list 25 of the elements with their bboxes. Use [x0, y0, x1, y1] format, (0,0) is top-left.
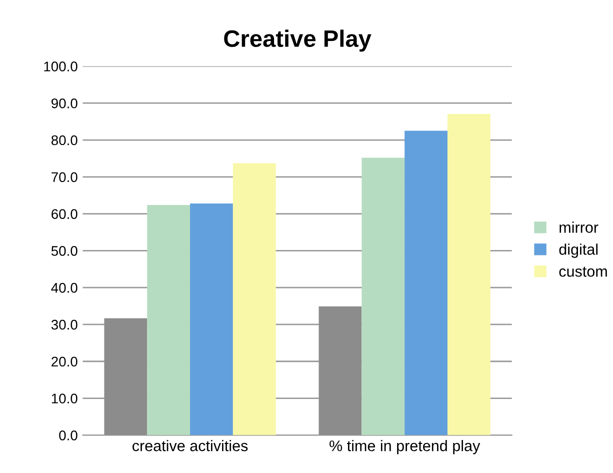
y-tick-label: 20.0: [52, 356, 78, 367]
bar: [362, 158, 405, 436]
bar: [104, 318, 148, 436]
x-tick-label: % time in pretend play: [330, 440, 480, 454]
bar: [404, 130, 448, 436]
legend-label: mirror: [560, 222, 598, 233]
legend-label: custom: [559, 266, 607, 277]
y-tick-label: 50.0: [51, 246, 78, 256]
y-tick-label: 40.0: [51, 282, 78, 293]
y-tick-label: 0.0: [59, 430, 78, 440]
chart-title: Creative Play: [224, 30, 372, 52]
bar: [190, 203, 233, 436]
y-tick-label: 30.0: [51, 320, 78, 330]
bar: [447, 114, 490, 436]
legend-label: digital: [559, 244, 598, 258]
y-tick-label: 10.0: [52, 394, 78, 404]
y-tick-label: 100.0: [44, 62, 78, 72]
y-tick-label: 80.0: [51, 135, 78, 146]
y-tick-label: 90.0: [52, 98, 78, 108]
x-tick-label: creative activities: [132, 440, 248, 452]
bar: [147, 204, 190, 436]
bar: [232, 163, 276, 436]
y-tick-label: 70.0: [52, 172, 78, 182]
y-tick-label: 60.0: [52, 209, 78, 219]
bar: [318, 306, 362, 436]
